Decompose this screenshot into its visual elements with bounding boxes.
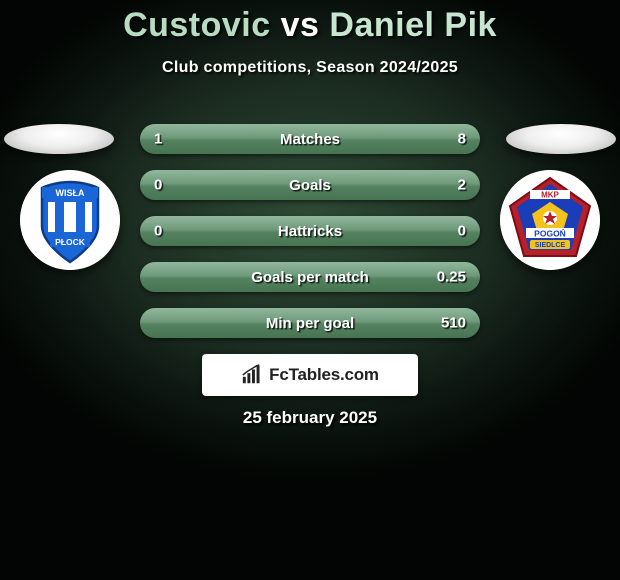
stat-row-goals-per-match: Goals per match 0.25 — [140, 262, 480, 292]
stat-label: Goals — [289, 177, 331, 194]
watermark-text: FcTables.com — [269, 365, 379, 385]
title-row: Custovic vs Daniel Pik — [0, 0, 620, 45]
left-ellipse-disc — [4, 124, 114, 154]
stats-list: 1 Matches 8 0 Goals 2 0 Hattricks 0 Goal… — [140, 124, 480, 338]
stat-label: Goals per match — [251, 269, 369, 286]
stat-label: Hattricks — [278, 223, 342, 240]
stat-right-value: 8 — [458, 131, 466, 148]
subtitle: Club competitions, Season 2024/2025 — [0, 59, 620, 77]
stat-row-goals: 0 Goals 2 — [140, 170, 480, 200]
stat-right-value: 2 — [458, 177, 466, 194]
date-text: 25 february 2025 — [0, 408, 620, 428]
stat-row-matches: 1 Matches 8 — [140, 124, 480, 154]
stat-row-hattricks: 0 Hattricks 0 — [140, 216, 480, 246]
crest-text-mid: POGOŃ — [534, 229, 566, 239]
crest-text-top: WISŁA — [56, 188, 85, 198]
player2-name: Daniel Pik — [329, 6, 497, 44]
stat-right-value: 0.25 — [437, 269, 466, 286]
player1-name: Custovic — [123, 6, 271, 44]
comparison-card: Custovic vs Daniel Pik Club competitions… — [0, 0, 620, 580]
crest-text-bottom: PŁOCK — [55, 237, 86, 247]
stat-left-value: 0 — [154, 177, 162, 194]
stat-left-value: 1 — [154, 131, 162, 148]
stat-label: Min per goal — [266, 315, 354, 332]
stat-row-min-per-goal: Min per goal 510 — [140, 308, 480, 338]
watermark-banner: FcTables.com — [202, 354, 418, 396]
shield-icon: MKP POGOŃ SIEDLCE — [500, 170, 600, 270]
stat-label: Matches — [280, 131, 340, 148]
title-vs: vs — [281, 6, 320, 44]
wisla-plock-crest: WISŁA PŁOCK — [20, 170, 120, 270]
right-ellipse-disc — [506, 124, 616, 154]
crest-text-top: MKP — [541, 191, 559, 200]
stat-left-value: 0 — [154, 223, 162, 240]
shield-icon: WISŁA PŁOCK — [20, 170, 120, 270]
bar-chart-icon — [241, 364, 263, 386]
stat-right-value: 0 — [458, 223, 466, 240]
crest-text-bottom: SIEDLCE — [535, 242, 566, 249]
stat-right-value: 510 — [441, 315, 466, 332]
pogon-siedlce-crest: MKP POGOŃ SIEDLCE — [500, 170, 600, 270]
